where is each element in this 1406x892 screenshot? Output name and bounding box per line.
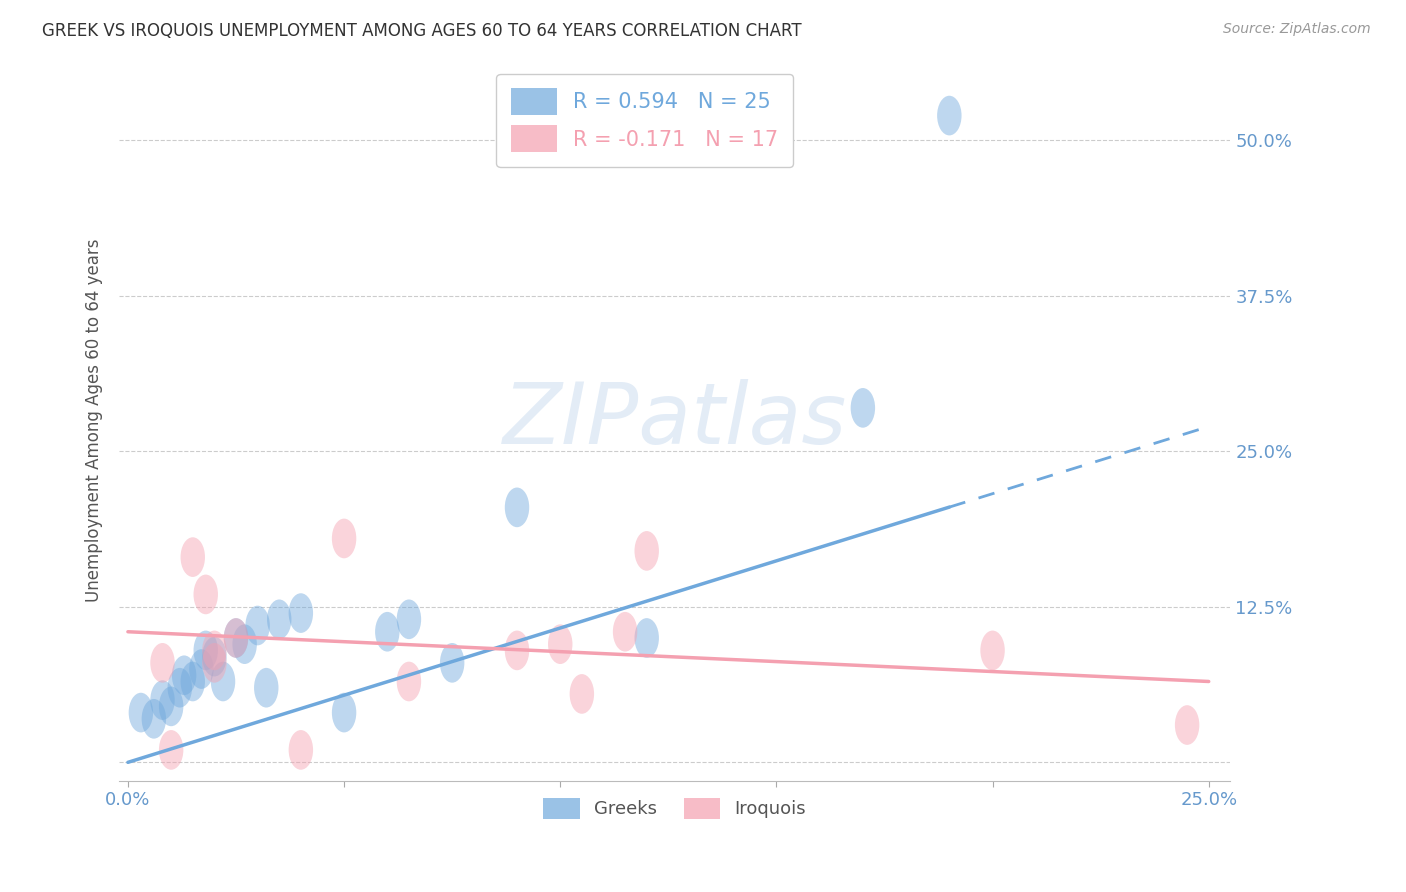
Y-axis label: Unemployment Among Ages 60 to 64 years: Unemployment Among Ages 60 to 64 years: [86, 238, 103, 602]
Text: Source: ZipAtlas.com: Source: ZipAtlas.com: [1223, 22, 1371, 37]
Text: GREEK VS IROQUOIS UNEMPLOYMENT AMONG AGES 60 TO 64 YEARS CORRELATION CHART: GREEK VS IROQUOIS UNEMPLOYMENT AMONG AGE…: [42, 22, 801, 40]
Text: ZIPatlas: ZIPatlas: [503, 379, 846, 462]
Legend: Greeks, Iroquois: Greeks, Iroquois: [536, 791, 814, 826]
